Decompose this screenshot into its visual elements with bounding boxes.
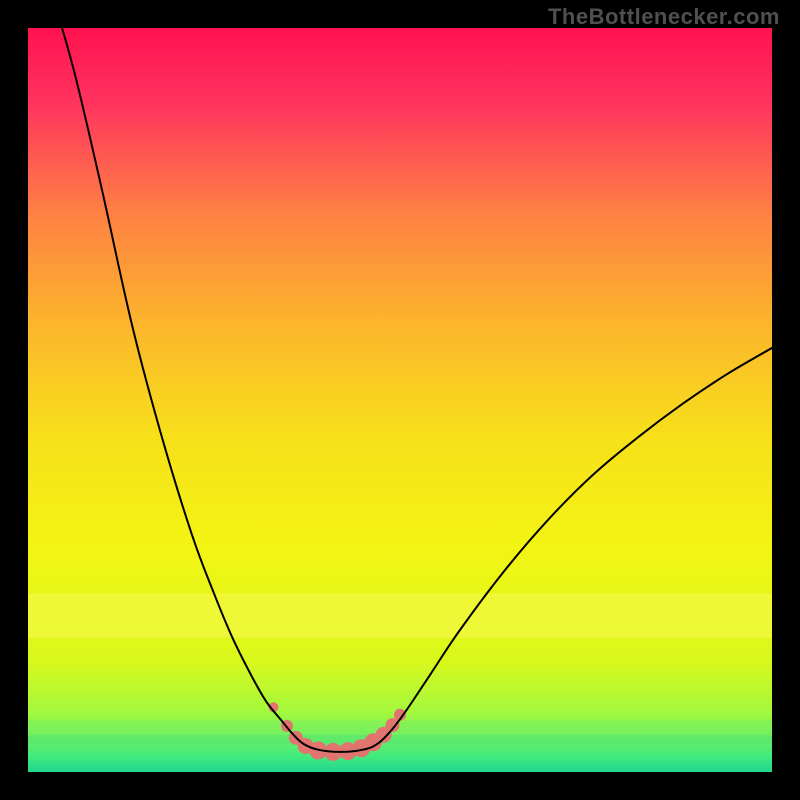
watermark-text: TheBottlenecker.com	[548, 4, 780, 30]
horizontal-band	[28, 593, 772, 638]
horizontal-band	[28, 720, 772, 735]
horizontal-band	[28, 735, 772, 744]
bottleneck-chart	[28, 28, 772, 772]
gradient-background	[28, 28, 772, 772]
